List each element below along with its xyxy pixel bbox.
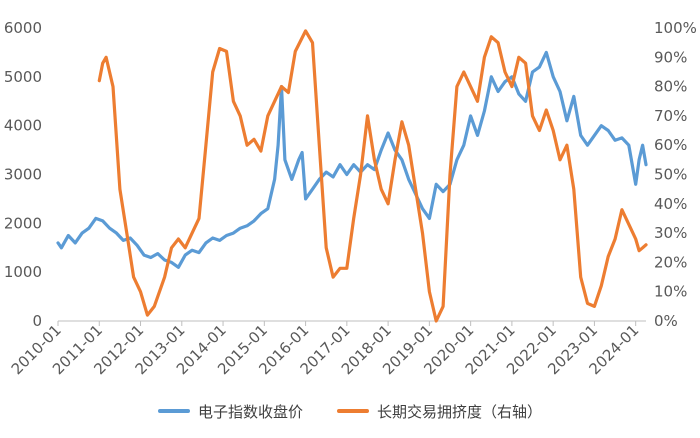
y-right-tick-label: 40% — [654, 195, 687, 213]
y-right-tick-label: 20% — [654, 253, 687, 271]
y-left-tick-label: 5000 — [4, 68, 42, 86]
series-line-1 — [56, 50, 648, 269]
legend-item-series-1: 电子指数收盘价 — [157, 401, 303, 422]
y-left-tick-label: 3000 — [4, 166, 42, 184]
y-right-tick-label: 10% — [654, 283, 687, 301]
legend-label-series-2: 长期交易拥挤度（右轴） — [377, 402, 543, 421]
axes: 2010-012011-012012-012013-012014-012015-… — [4, 19, 697, 378]
y-left-tick-label: 1000 — [4, 263, 42, 281]
y-right-tick-label: 30% — [654, 224, 687, 242]
series-lines — [56, 29, 648, 323]
legend-swatch-series-1 — [157, 409, 190, 413]
y-right-tick-label: 90% — [654, 48, 687, 66]
y-left-tick-label: 4000 — [4, 117, 42, 135]
y-right-tick-label: 0% — [654, 312, 678, 330]
y-left-tick-label: 2000 — [4, 214, 42, 232]
legend-label-series-1: 电子指数收盘价 — [197, 402, 303, 421]
y-left-tick-label: 6000 — [4, 19, 42, 37]
y-right-tick-label: 50% — [654, 166, 687, 184]
y-right-tick-label: 100% — [654, 19, 697, 37]
y-right-tick-label: 80% — [654, 78, 687, 96]
line-chart: 2010-012011-012012-012013-012014-012015-… — [4, 19, 697, 378]
y-right-tick-label: 70% — [654, 107, 687, 125]
legend-item-series-2: 长期交易拥挤度（右轴） — [337, 401, 542, 422]
y-left-tick-label: 0 — [32, 312, 42, 330]
series-line-2 — [97, 29, 648, 323]
legend: 电子指数收盘价 长期交易拥挤度（右轴） — [0, 396, 700, 426]
y-right-tick-label: 60% — [654, 136, 687, 154]
legend-swatch-series-2 — [337, 409, 369, 413]
